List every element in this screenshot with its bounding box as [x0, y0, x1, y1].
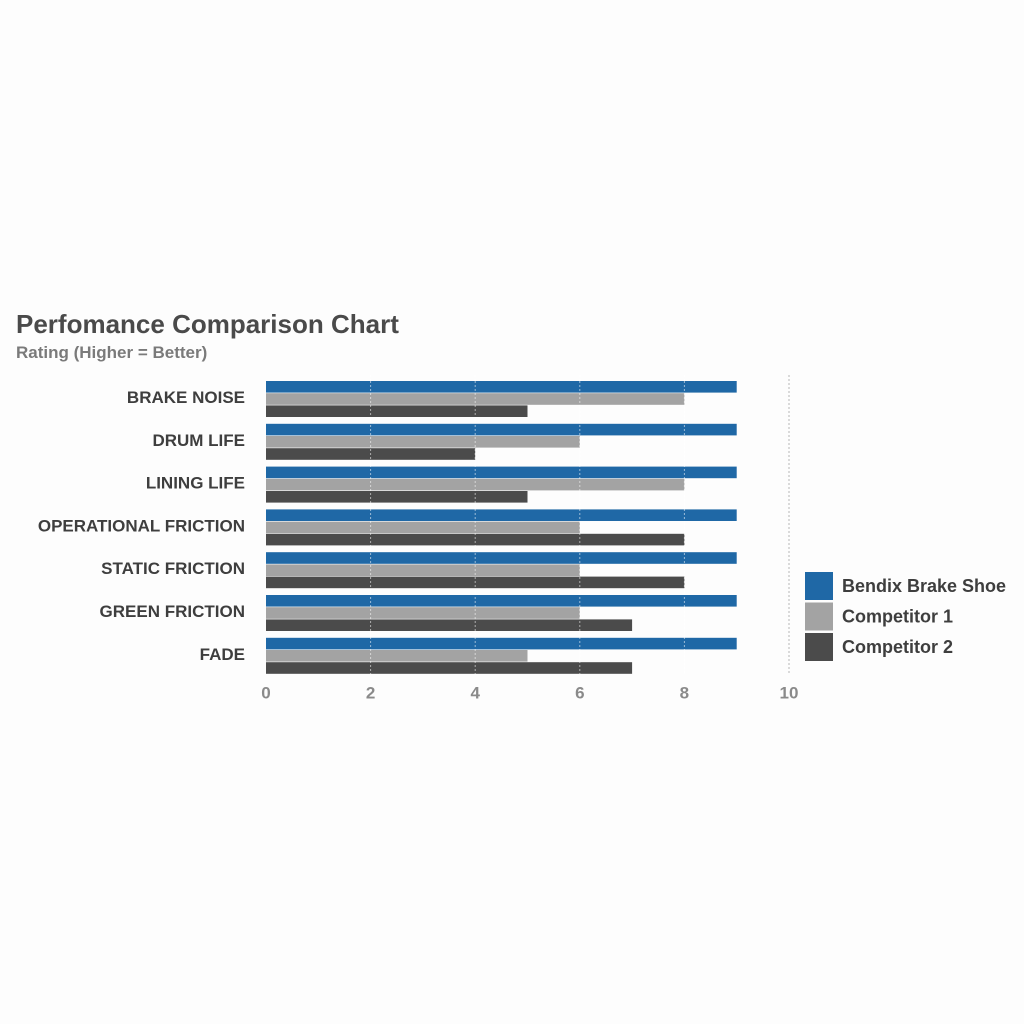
category-label: FADE [200, 645, 245, 664]
bar-1-0 [266, 423, 737, 436]
legend-swatch-2 [805, 633, 833, 661]
bar-6-2 [266, 662, 633, 674]
legend-label-0: Bendix Brake Shoe [842, 576, 1006, 596]
category-label: GREEN FRICTION [100, 602, 245, 621]
bar-0-0 [266, 381, 737, 393]
category-label: STATIC FRICTION [101, 559, 245, 578]
category-label: LINING LIFE [146, 474, 245, 493]
category-label: OPERATIONAL FRICTION [38, 516, 245, 535]
x-tick-label: 6 [575, 683, 584, 702]
legend-label-1: Competitor 1 [842, 607, 953, 627]
bar-4-0 [266, 552, 737, 564]
bar-3-1 [266, 521, 580, 534]
bar-6-0 [266, 637, 737, 650]
legend: Bendix Brake Shoe Competitor 1 Competitor … [805, 572, 1006, 661]
chart-title: Perfomance Comparison Chart [16, 309, 399, 339]
category-label: BRAKE NOISE [127, 388, 245, 407]
x-tick-label: 2 [366, 683, 375, 702]
category-label: DRUM LIFE [152, 431, 245, 450]
chart-subtitle: Rating (Higher = Better) [16, 343, 207, 362]
bar-0-2 [266, 405, 528, 417]
bar-4-1 [266, 564, 580, 576]
bar-3-0 [266, 509, 737, 521]
x-axis-ticks: 0 2 4 6 8 10 [261, 683, 798, 702]
category-labels: BRAKE NOISE DRUM LIFE LINING LIFE OPERATION… [38, 388, 245, 664]
bar-5-2 [266, 619, 633, 631]
bar-2-0 [266, 466, 737, 479]
x-tick-label: 8 [680, 683, 689, 702]
bars [266, 381, 737, 675]
bar-3-2 [266, 533, 685, 546]
bar-2-2 [266, 491, 528, 503]
x-tick-label: 0 [261, 683, 270, 702]
bar-2-1 [266, 478, 685, 491]
legend-swatch-1 [805, 602, 833, 631]
x-tick-label: 10 [780, 683, 799, 702]
legend-label-2: Competitor 2 [842, 637, 953, 657]
bar-6-1 [266, 650, 528, 662]
x-tick-label: 4 [470, 683, 480, 702]
legend-swatch-0 [805, 572, 833, 600]
bar-5-1 [266, 607, 580, 619]
bar-5-0 [266, 595, 737, 607]
bar-1-1 [266, 436, 580, 448]
